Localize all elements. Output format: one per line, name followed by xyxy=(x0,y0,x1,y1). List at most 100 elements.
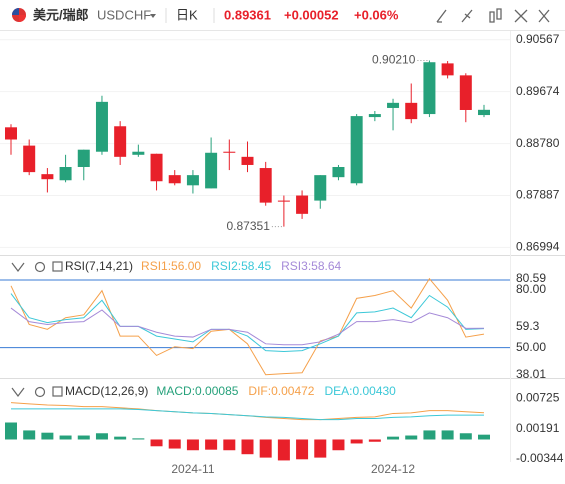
toolbar xyxy=(436,8,550,23)
rsi-line xyxy=(10,293,485,353)
x-tick-label: 2024-12 xyxy=(371,462,415,476)
candle-body xyxy=(277,200,290,202)
candle-body xyxy=(368,114,381,118)
y-tick-label: 59.3 xyxy=(516,319,540,333)
y-tick-label: 0.87887 xyxy=(516,188,560,202)
rsi-tools xyxy=(11,261,63,273)
add-icon[interactable] xyxy=(52,386,63,397)
header-bg xyxy=(0,0,565,30)
x-tick-label: 2024-11 xyxy=(171,462,214,476)
candle-body xyxy=(150,153,163,182)
legend-entry: MACD:0.00085 xyxy=(156,384,238,398)
settings-icon[interactable] xyxy=(34,261,46,273)
candle-body xyxy=(132,151,145,155)
candle-body xyxy=(350,116,363,184)
candle-body xyxy=(478,109,490,116)
y-tick-label: 0.90567 xyxy=(516,32,560,46)
y-tick-label: -0.00344 xyxy=(516,451,564,465)
macd-bar xyxy=(478,434,490,440)
candle-body xyxy=(77,149,90,168)
dropdown-icon[interactable] xyxy=(150,14,156,18)
macd-bar xyxy=(95,433,108,440)
y-tick-label: 80.59 xyxy=(516,271,546,285)
price-change-pct: +0.06% xyxy=(354,7,399,22)
legend-entry: RSI3:58.64 xyxy=(281,259,341,273)
header: 美元/瑞郎 USDCHF 日K 0.89361 +0.00052 +0.06% xyxy=(0,0,565,31)
macd-bar xyxy=(186,439,199,451)
macd-bar xyxy=(168,439,181,449)
macd-bar xyxy=(405,435,418,440)
legend-entry: DEA:0.00430 xyxy=(324,384,396,398)
symbol[interactable]: 美元/瑞郎 xyxy=(33,7,89,22)
macd-bar xyxy=(277,439,290,461)
macd-bar xyxy=(459,433,472,440)
macd-bar xyxy=(150,439,163,447)
candle-body xyxy=(241,156,254,165)
macd-bar xyxy=(259,439,272,458)
macd-bar xyxy=(241,439,254,455)
indicator-label: MACD(12,26,9) xyxy=(65,384,148,398)
period[interactable]: 日K xyxy=(176,7,198,22)
candle-body xyxy=(387,102,400,108)
candle-body xyxy=(168,175,181,184)
macd-bar xyxy=(23,430,36,440)
legend-entry: DIF:0.00472 xyxy=(248,384,314,398)
macd-bar xyxy=(59,435,72,440)
fullscreen-tool[interactable] xyxy=(514,9,528,23)
legend-entry: RSI2:58.45 xyxy=(211,259,271,273)
close-tool[interactable] xyxy=(538,9,550,23)
candle-body xyxy=(296,195,309,214)
rsi-line xyxy=(10,307,485,346)
y-tick-label: 0.00191 xyxy=(516,421,560,435)
settings-icon[interactable] xyxy=(34,386,46,398)
candle-body xyxy=(223,151,236,153)
macd-bar xyxy=(132,438,145,440)
macd-bar xyxy=(350,439,363,444)
candle-body xyxy=(186,175,199,186)
macd-bar xyxy=(368,439,381,442)
candle-body xyxy=(114,126,127,157)
candle-body xyxy=(332,167,345,178)
macd-bar xyxy=(387,436,400,440)
macd-bar xyxy=(296,439,309,460)
extreme-label: 0.90210 xyxy=(372,53,416,67)
macd-bar xyxy=(332,439,345,451)
add-icon[interactable] xyxy=(52,261,63,272)
macd-bar xyxy=(314,439,327,458)
candle-body xyxy=(459,75,472,110)
candle-body xyxy=(205,152,218,189)
candle-body xyxy=(41,174,54,180)
candle-body xyxy=(259,168,272,203)
macd-bar xyxy=(441,430,454,440)
y-tick-label: 0.89674 xyxy=(516,84,560,98)
indicator-label: RSI(7,14,21) xyxy=(65,259,133,273)
candle-body xyxy=(405,102,418,120)
candle-body xyxy=(423,62,436,115)
macd-bar xyxy=(41,432,54,440)
candle-body xyxy=(59,167,72,181)
price-change: +0.00052 xyxy=(284,7,339,22)
last-price: 0.89361 xyxy=(224,7,271,22)
macd-bar xyxy=(77,435,90,440)
collapse-icon[interactable] xyxy=(11,262,25,272)
y-tick-label: 0.86994 xyxy=(516,240,560,254)
candle-body xyxy=(441,63,454,76)
candle-body xyxy=(5,127,17,140)
rsi-line xyxy=(10,277,485,376)
candle-tool[interactable] xyxy=(489,8,502,23)
flag-icon xyxy=(12,8,26,22)
y-tick-label: 0.88780 xyxy=(516,136,560,150)
candle-body xyxy=(314,175,327,201)
indicator-tool[interactable] xyxy=(461,9,473,23)
extreme-label: 0.87351 xyxy=(226,219,270,233)
collapse-icon[interactable] xyxy=(11,387,25,397)
code[interactable]: USDCHF xyxy=(97,7,151,22)
macd-bar xyxy=(205,439,218,450)
macd-bar xyxy=(423,430,436,440)
macd-line xyxy=(11,408,484,421)
legend-entry: RSI1:56.00 xyxy=(141,259,201,273)
macd-bar xyxy=(5,422,17,440)
draw-tool[interactable] xyxy=(436,9,447,23)
macd-tools xyxy=(11,386,63,398)
